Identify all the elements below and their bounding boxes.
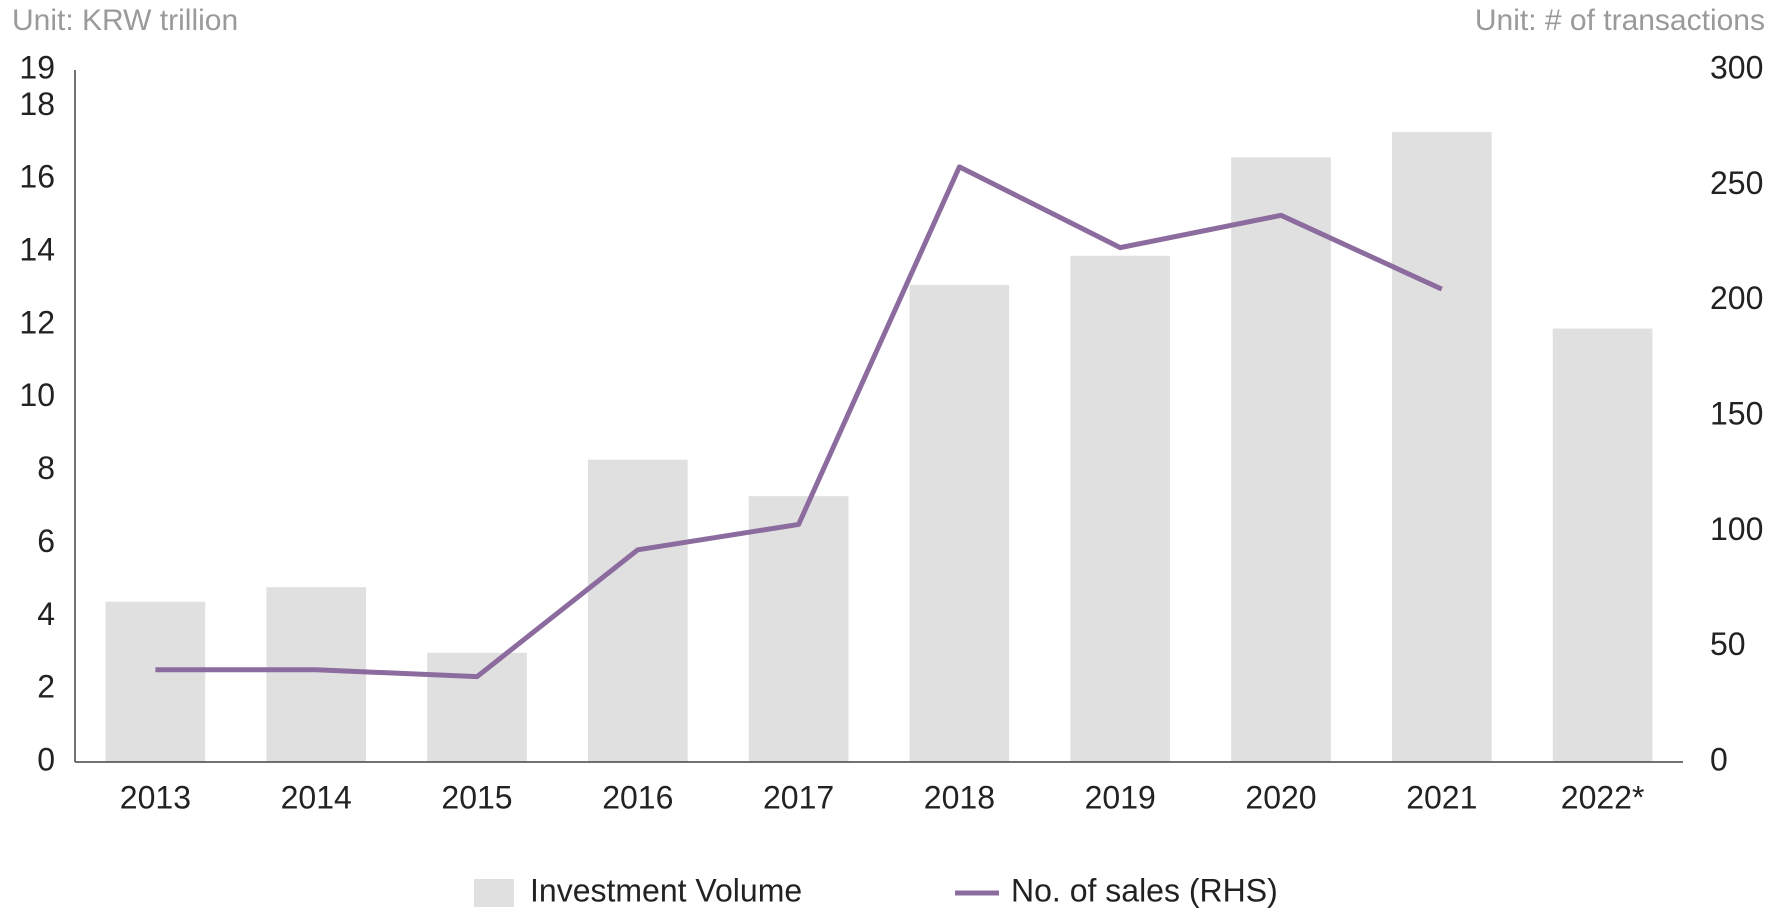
legend-swatch — [474, 879, 514, 907]
bar — [587, 459, 688, 762]
y2-tick-label: 150 — [1710, 395, 1763, 431]
bar — [1231, 157, 1331, 762]
x-tick-label: 2015 — [441, 779, 512, 815]
y-unit-label: Unit: KRW trillion — [12, 4, 238, 37]
legend-label: No. of sales (RHS) — [1011, 872, 1278, 908]
x-tick-label: 2014 — [281, 779, 352, 815]
x-tick-label: 2021 — [1406, 779, 1477, 815]
bar — [1552, 328, 1653, 762]
y2-tick-label: 300 — [1710, 49, 1763, 85]
y2-unit-label: Unit: # of transactions — [1475, 4, 1765, 37]
y-tick-label: 19 — [19, 49, 55, 85]
line — [155, 164, 1443, 680]
legend-label: Investment Volume — [530, 872, 802, 908]
y-tick-label: 4 — [37, 596, 55, 632]
y-tick-label: 2 — [37, 669, 55, 705]
x-tick-label: 2019 — [1085, 779, 1156, 815]
y-tick-label: 18 — [19, 86, 55, 122]
bar — [748, 496, 849, 762]
bar — [105, 601, 206, 762]
x-tick-label: 2018 — [924, 779, 995, 815]
y2-tick-label: 0 — [1710, 741, 1728, 777]
bar — [1391, 131, 1492, 763]
y2-tick-label: 100 — [1710, 511, 1763, 547]
x-tick-label: 2013 — [120, 779, 191, 815]
y-tick-label: 16 — [19, 159, 55, 195]
bar — [909, 284, 1010, 762]
x-tick-label: 2017 — [763, 779, 834, 815]
y-tick-label: 14 — [19, 232, 55, 268]
bar — [1070, 255, 1171, 762]
y-tick-label: 8 — [37, 450, 55, 486]
x-tick-label: 2016 — [602, 779, 673, 815]
y2-tick-label: 250 — [1710, 165, 1763, 201]
y-tick-label: 0 — [37, 741, 55, 777]
bar — [266, 587, 367, 762]
x-tick-label: 2020 — [1245, 779, 1316, 815]
y-tick-label: 10 — [19, 377, 55, 413]
y-tick-label: 6 — [37, 523, 55, 559]
y2-tick-label: 50 — [1710, 626, 1746, 662]
y-tick-label: 12 — [19, 304, 55, 340]
bar — [427, 652, 527, 762]
x-tick-label: 2022* — [1561, 779, 1645, 815]
y2-tick-label: 200 — [1710, 280, 1763, 316]
